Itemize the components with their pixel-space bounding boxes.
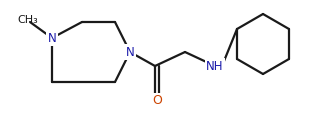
Text: N: N <box>48 32 56 44</box>
Text: O: O <box>152 95 162 107</box>
Text: NH: NH <box>206 60 224 72</box>
Text: CH₃: CH₃ <box>17 15 38 25</box>
Text: N: N <box>126 46 135 58</box>
